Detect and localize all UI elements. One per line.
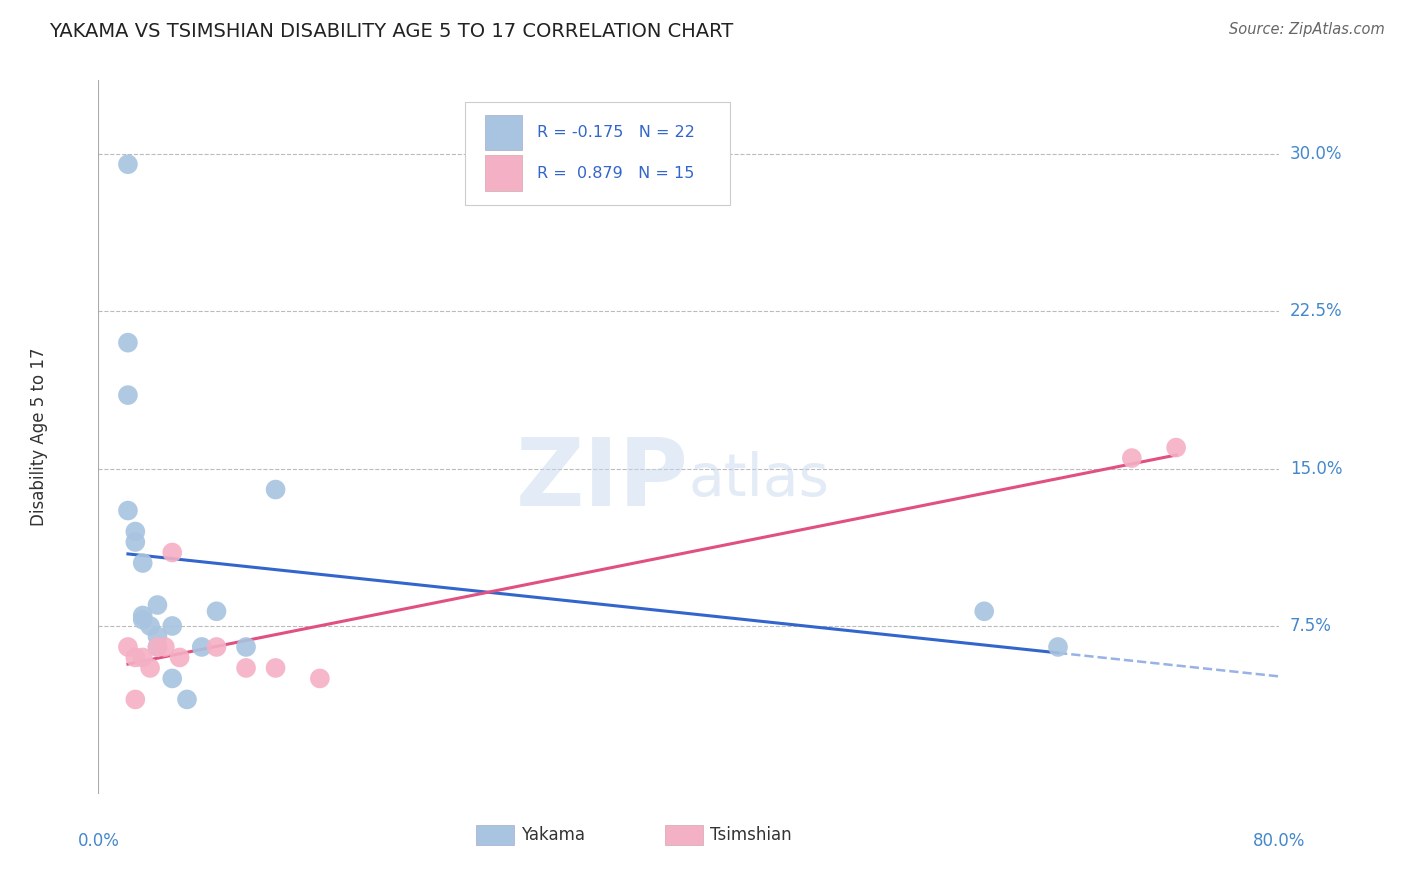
Point: [117, 388, 139, 402]
Point: [162, 672, 183, 686]
Text: Yakama: Yakama: [522, 826, 585, 844]
Point: [1166, 441, 1188, 455]
Text: 7.5%: 7.5%: [1289, 617, 1331, 635]
Point: [176, 692, 198, 706]
Bar: [485, 114, 523, 150]
Point: [117, 503, 139, 517]
Point: [264, 483, 287, 497]
Point: [124, 650, 146, 665]
Bar: [485, 155, 523, 191]
Point: [205, 640, 228, 654]
Point: [169, 650, 191, 665]
Point: [132, 556, 155, 570]
Text: ZIP: ZIP: [516, 434, 689, 526]
Text: 0.0%: 0.0%: [77, 831, 120, 850]
Point: [124, 535, 146, 549]
Point: [146, 598, 169, 612]
Point: [205, 604, 228, 618]
Point: [309, 672, 332, 686]
Point: [146, 640, 169, 654]
Point: [1046, 640, 1070, 654]
Point: [132, 650, 155, 665]
Bar: [477, 825, 515, 846]
Point: [124, 524, 146, 539]
Text: R = -0.175   N = 22: R = -0.175 N = 22: [537, 125, 695, 140]
Point: [264, 661, 287, 675]
Point: [117, 335, 139, 350]
Text: atlas: atlas: [689, 451, 830, 508]
Point: [1121, 451, 1143, 466]
Text: 22.5%: 22.5%: [1289, 302, 1343, 320]
Bar: [665, 825, 703, 846]
Text: Tsimshian: Tsimshian: [710, 826, 792, 844]
Point: [117, 640, 139, 654]
Point: [235, 661, 257, 675]
Point: [132, 613, 155, 627]
Text: R =  0.879   N = 15: R = 0.879 N = 15: [537, 166, 695, 180]
Text: Disability Age 5 to 17: Disability Age 5 to 17: [31, 348, 48, 526]
Point: [191, 640, 214, 654]
Point: [117, 157, 139, 171]
Text: Source: ZipAtlas.com: Source: ZipAtlas.com: [1229, 22, 1385, 37]
Text: 80.0%: 80.0%: [1253, 831, 1306, 850]
Point: [235, 640, 257, 654]
Text: 30.0%: 30.0%: [1289, 145, 1343, 162]
Point: [139, 619, 162, 633]
Point: [146, 630, 169, 644]
Point: [973, 604, 995, 618]
FancyBboxPatch shape: [464, 102, 730, 205]
Text: YAKAMA VS TSIMSHIAN DISABILITY AGE 5 TO 17 CORRELATION CHART: YAKAMA VS TSIMSHIAN DISABILITY AGE 5 TO …: [49, 22, 734, 41]
Point: [162, 545, 183, 559]
Point: [153, 640, 176, 654]
Point: [124, 692, 146, 706]
Text: 15.0%: 15.0%: [1289, 459, 1343, 477]
Point: [132, 608, 155, 623]
Point: [162, 619, 183, 633]
Point: [146, 640, 169, 654]
Point: [139, 661, 162, 675]
